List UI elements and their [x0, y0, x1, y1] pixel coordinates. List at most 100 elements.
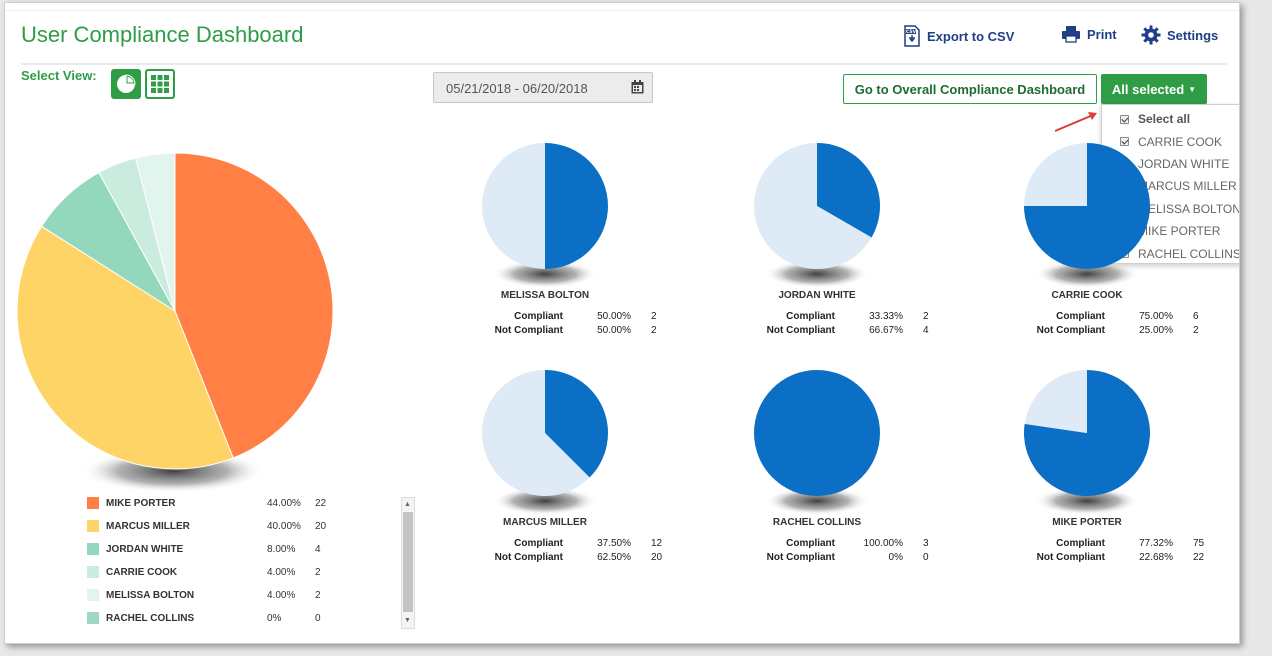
- stat-percent: 50.00%: [597, 311, 631, 322]
- legend-swatch: [87, 589, 99, 601]
- stat-count: 2: [1193, 325, 1199, 336]
- overall-dashboard-button[interactable]: Go to Overall Compliance Dashboard: [843, 74, 1097, 104]
- pie-shadow: [765, 487, 869, 515]
- pie-slice[interactable]: [174, 152, 334, 459]
- legend-percent: 4.00%: [267, 566, 296, 578]
- settings-label: Settings: [1167, 27, 1219, 43]
- pie-view-button[interactable]: [111, 69, 141, 99]
- caret-down-icon: ▼: [1188, 84, 1197, 94]
- not-compliant-slice[interactable]: [482, 143, 545, 269]
- scroll-down-icon[interactable]: ▼: [404, 617, 411, 624]
- pie-shadow: [765, 260, 869, 288]
- legend-count: 0: [315, 612, 321, 624]
- pie-shadow: [1035, 487, 1139, 515]
- legend-percent: 44.00%: [267, 497, 301, 509]
- select-all-option[interactable]: Select all: [1102, 108, 1239, 130]
- user-option-label: MIKE PORTER: [1138, 224, 1221, 239]
- stat-label: Not Compliant: [1036, 552, 1105, 563]
- stat-count: 2: [651, 325, 657, 336]
- user-option-label: CARRIE COOK: [1138, 134, 1223, 149]
- compliant-slice[interactable]: [545, 370, 608, 478]
- stat-label: Compliant: [1056, 311, 1105, 322]
- header-divider: [21, 63, 1227, 65]
- legend-swatch: [87, 520, 99, 532]
- stat-label: Compliant: [786, 538, 835, 549]
- legend-swatch: [87, 612, 99, 624]
- compliant-slice[interactable]: [817, 143, 880, 238]
- stat-percent: 50.00%: [597, 325, 631, 336]
- user-pie-chart: [754, 370, 880, 515]
- scroll-up-icon[interactable]: ▲: [404, 501, 411, 508]
- red-arrow-annotation: [1054, 112, 1097, 132]
- chart-legend: MIKE PORTER 44.00% 22 MARCUS MILLER 40.00% 20…: [87, 495, 417, 630]
- stat-label: Not Compliant: [494, 552, 563, 563]
- legend-count: 4: [315, 543, 321, 555]
- legend-swatch: [87, 566, 99, 578]
- printer-icon: [1062, 26, 1080, 43]
- legend-item[interactable]: MIKE PORTER 44.00% 22: [87, 495, 326, 511]
- stat-percent: 77.32%: [1139, 538, 1173, 549]
- dashboard-window: User Compliance Dashboard CSV Export to …: [4, 2, 1240, 644]
- legend-count: 20: [315, 520, 327, 532]
- legend-item[interactable]: MARCUS MILLER 40.00% 20: [87, 518, 326, 534]
- legend-name: CARRIE COOK: [106, 566, 178, 578]
- compliant-slice[interactable]: [545, 143, 608, 269]
- calendar-icon[interactable]: [631, 80, 644, 94]
- not-compliant-slice[interactable]: [482, 370, 590, 496]
- user-option[interactable]: CARRIE COOK: [1102, 130, 1239, 152]
- legend-count: 2: [315, 589, 321, 601]
- not-compliant-slice[interactable]: [1024, 143, 1087, 206]
- checkbox-checked-icon[interactable]: [1120, 114, 1129, 124]
- top-border: [5, 3, 1239, 11]
- svg-text:CSV: CSV: [906, 29, 917, 35]
- legend-count: 22: [315, 497, 327, 509]
- legend-name: MARCUS MILLER: [106, 520, 190, 532]
- legend-name: MELISSA BOLTON: [106, 589, 195, 601]
- legend-item[interactable]: CARRIE COOK 4.00% 2: [87, 564, 321, 580]
- legend-item[interactable]: JORDAN WHITE 8.00% 4: [87, 541, 321, 557]
- stat-percent: 25.00%: [1139, 325, 1173, 336]
- user-pie-chart: [754, 143, 880, 288]
- legend-item[interactable]: RACHEL COLLINS 0% 0: [87, 610, 321, 626]
- legend-scrollbar[interactable]: ▲ ▼: [401, 497, 415, 629]
- user-option-label: JORDAN WHITE: [1138, 156, 1230, 171]
- pie-chart-icon: [117, 74, 136, 93]
- legend-item[interactable]: MELISSA BOLTON 4.00% 2: [87, 587, 321, 603]
- stat-label: Compliant: [514, 538, 563, 549]
- user-option-label: MARCUS MILLER: [1138, 179, 1237, 194]
- stat-percent: 0%: [888, 552, 903, 563]
- stat-percent: 37.50%: [597, 538, 631, 549]
- pie-shadow: [1035, 260, 1139, 288]
- legend-percent: 4.00%: [267, 589, 296, 601]
- grid-view-button[interactable]: [145, 69, 175, 99]
- date-range-input[interactable]: 05/21/2018 - 06/20/2018: [433, 72, 653, 103]
- users-dropdown-button[interactable]: All selected ▼: [1101, 74, 1207, 104]
- stat-count: 0: [923, 552, 929, 563]
- not-compliant-slice[interactable]: [1024, 370, 1087, 433]
- stat-label: Compliant: [1056, 538, 1105, 549]
- stat-percent: 33.33%: [869, 311, 903, 322]
- select-view-label: Select View:: [21, 68, 97, 83]
- select-all-label: Select all: [1138, 112, 1191, 127]
- user-pie-chart: [1024, 370, 1150, 515]
- user-pie-chart: [482, 370, 608, 515]
- compliant-slice[interactable]: [754, 370, 880, 496]
- stat-count: 75: [1193, 538, 1205, 549]
- stat-label: Compliant: [514, 311, 563, 322]
- pie-slice[interactable]: [16, 225, 234, 470]
- not-compliant-slice[interactable]: [754, 143, 872, 269]
- checkbox-checked-icon[interactable]: [1120, 137, 1129, 147]
- legend-name: JORDAN WHITE: [106, 543, 184, 555]
- csv-file-icon: CSV: [904, 25, 920, 47]
- gear-icon: [1141, 25, 1161, 45]
- legend-name: MIKE PORTER: [106, 497, 176, 509]
- pie-slice[interactable]: [135, 152, 176, 312]
- stat-label: Not Compliant: [1036, 325, 1105, 336]
- legend-swatch: [87, 543, 99, 555]
- export-csv-button[interactable]: CSV Export to CSV: [903, 25, 1014, 47]
- stat-percent: 62.50%: [597, 552, 631, 563]
- legend-swatch: [87, 497, 99, 509]
- settings-button[interactable]: Settings: [1141, 25, 1218, 45]
- print-button[interactable]: Print: [1061, 25, 1117, 43]
- scroll-thumb[interactable]: [403, 512, 413, 612]
